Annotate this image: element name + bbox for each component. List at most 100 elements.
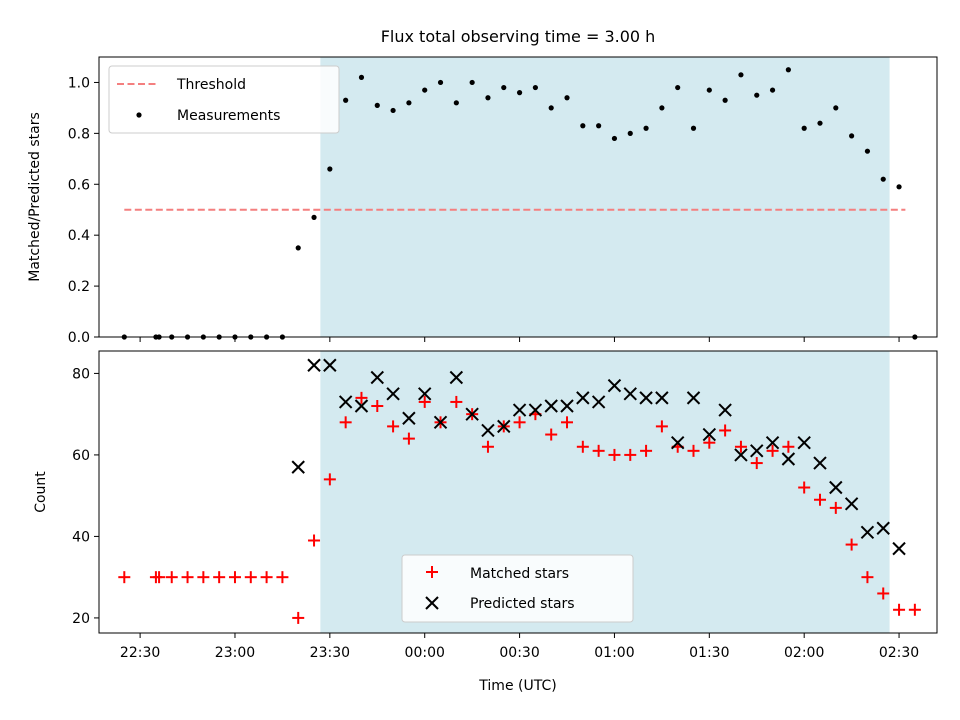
- predicted-star-point: [860, 525, 875, 540]
- bottom-legend: Matched stars Predicted stars: [401, 554, 634, 623]
- predicted-star-point: [291, 460, 305, 474]
- measurement-point: [880, 176, 886, 182]
- predicted-star-point: [528, 403, 543, 417]
- measurement-point: [453, 100, 459, 106]
- measurement-point: [706, 87, 712, 93]
- measurement-point: [469, 79, 475, 86]
- top-y-tick-label: 0.8: [68, 126, 90, 142]
- top-axes-frame: [98, 56, 938, 338]
- predicted-star-point: [481, 423, 495, 438]
- predicted-star-point: [386, 387, 400, 401]
- matched-star-point: [624, 448, 637, 461]
- threshold-legend-label: Threshold: [176, 77, 246, 93]
- measurement-point: [833, 105, 839, 111]
- matched-star-point: [893, 603, 906, 616]
- predicted-star-point: [607, 378, 622, 393]
- x-tick-label: 00:00: [405, 645, 445, 661]
- measurement-point: [374, 102, 380, 108]
- predicted-star-point: [323, 358, 337, 372]
- matched-star-point: [323, 473, 336, 486]
- matched-star-point: [829, 501, 842, 514]
- measurements-legend-swatch: [136, 112, 142, 118]
- matched-star-point: [750, 457, 763, 470]
- matched-star-point: [292, 611, 305, 624]
- measurement-point: [295, 245, 301, 251]
- matched-star-point: [418, 395, 431, 408]
- predicted-star-point: [718, 403, 732, 417]
- matched-star-point: [592, 444, 605, 457]
- predicted-star-point: [829, 480, 843, 495]
- measurement-point: [532, 84, 538, 91]
- predicted-legend-label: Predicted stars: [470, 596, 575, 612]
- measurement-point: [801, 125, 807, 131]
- predicted-star-point: [433, 415, 448, 430]
- measurement-point: [738, 72, 744, 78]
- bottom-legend-box: [401, 554, 634, 623]
- matched-stars-points: [118, 391, 921, 624]
- top-y-tick-label: 0.2: [68, 279, 90, 295]
- matched-star-point: [734, 440, 747, 453]
- measurement-point: [627, 130, 633, 136]
- x-tick-label: 23:30: [310, 645, 350, 661]
- measurement-point: [769, 87, 776, 93]
- measurement-point: [659, 105, 665, 111]
- top-panel: 0.0 0.2 0.4 0.6 0.8 1.0 Flux total observing …: [27, 27, 938, 346]
- matched-legend-label: Matched stars: [470, 566, 569, 582]
- predicted-star-point: [465, 407, 479, 421]
- predicted-star-point: [370, 370, 384, 385]
- matched-star-point: [545, 428, 558, 441]
- predicted-star-point: [338, 395, 353, 409]
- measurement-point: [501, 84, 507, 91]
- predicted-star-point: [686, 391, 701, 405]
- predicted-star-point: [449, 370, 464, 385]
- matched-star-point: [339, 416, 352, 429]
- x-tick-label: 01:00: [594, 645, 634, 661]
- bottom-y-tick-label: 80: [72, 366, 90, 382]
- matched-star-point: [798, 481, 811, 494]
- x-tick-label: 22:30: [120, 645, 160, 661]
- measurement-point: [406, 100, 412, 106]
- measurement-point: [516, 90, 523, 96]
- predicted-star-point: [418, 387, 432, 401]
- matched-star-point: [513, 416, 526, 429]
- bottom-y-axis-label: Count: [33, 471, 49, 513]
- bottom-x-ticks: 22:30 23:00 23:30 00:00 00:30 01:00 01:30 02:00…: [120, 633, 919, 661]
- predicted-star-point: [797, 435, 811, 450]
- predicted-star-point: [734, 448, 748, 462]
- predicted-star-point: [497, 419, 511, 434]
- matched-star-point: [687, 444, 700, 457]
- top-y-axis-label: Matched/Predicted stars: [27, 112, 43, 282]
- measurement-point: [596, 123, 602, 129]
- matched-star-point: [355, 391, 368, 404]
- predicted-star-point: [512, 403, 527, 417]
- measurement-point: [580, 123, 586, 129]
- top-y-tick-label: 0.4: [68, 228, 90, 244]
- bottom-y-ticks: 20 40 60 80: [72, 366, 99, 627]
- matched-star-point: [703, 436, 716, 449]
- matched-star-point: [213, 571, 226, 584]
- measurement-point: [675, 84, 681, 91]
- measurement-point: [564, 95, 570, 101]
- predicted-star-point: [576, 391, 590, 405]
- matched-star-point: [260, 571, 273, 584]
- measurement-point: [722, 97, 728, 103]
- predicted-star-point: [765, 435, 780, 450]
- predicted-legend-swatch: [425, 596, 439, 610]
- predicted-star-point: [307, 358, 321, 372]
- x-axis-label: Time (UTC): [478, 678, 556, 694]
- measurement-point: [437, 79, 444, 86]
- measurement-point: [754, 92, 760, 98]
- bottom-axes-frame: [98, 350, 938, 634]
- top-y-ticks: 0.0 0.2 0.4 0.6 0.8 1.0: [68, 75, 99, 346]
- measurement-point: [311, 214, 317, 220]
- matched-star-point: [813, 493, 826, 506]
- bottom-panel: 20 40 60 80 22:30 23:00 23:30 00:00 00:30 01:00 0…: [33, 350, 938, 694]
- matched-star-point: [576, 440, 589, 453]
- predicted-star-point: [402, 411, 416, 425]
- measurement-point: [548, 105, 554, 111]
- bottom-y-tick-label: 20: [72, 611, 90, 627]
- predicted-star-point: [844, 497, 859, 511]
- matched-star-point: [481, 440, 494, 453]
- matched-star-point: [165, 571, 178, 584]
